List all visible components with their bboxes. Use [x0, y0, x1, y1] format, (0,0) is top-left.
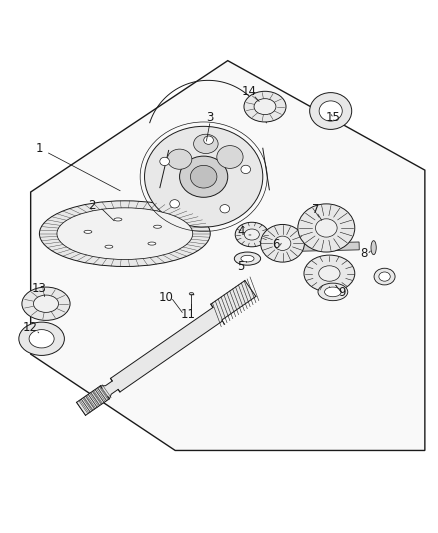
Text: 3: 3 — [207, 111, 214, 124]
Ellipse shape — [145, 126, 263, 227]
Ellipse shape — [33, 295, 59, 312]
Ellipse shape — [189, 293, 194, 295]
Ellipse shape — [371, 241, 376, 255]
Ellipse shape — [114, 218, 122, 221]
Ellipse shape — [241, 165, 251, 174]
Ellipse shape — [298, 204, 355, 252]
Ellipse shape — [318, 283, 348, 301]
Ellipse shape — [167, 149, 192, 169]
Ellipse shape — [160, 157, 170, 166]
Text: 12: 12 — [23, 321, 38, 334]
Text: 1: 1 — [35, 142, 43, 155]
Ellipse shape — [19, 322, 64, 356]
Ellipse shape — [194, 134, 218, 154]
Text: 6: 6 — [272, 238, 280, 251]
Ellipse shape — [274, 236, 291, 251]
Ellipse shape — [234, 252, 261, 265]
Ellipse shape — [22, 287, 70, 320]
Text: 14: 14 — [242, 85, 257, 98]
Ellipse shape — [325, 287, 341, 297]
Ellipse shape — [379, 272, 390, 281]
Ellipse shape — [29, 329, 54, 348]
Ellipse shape — [148, 242, 156, 245]
Ellipse shape — [235, 222, 268, 247]
Ellipse shape — [204, 136, 213, 144]
Ellipse shape — [319, 101, 342, 121]
Ellipse shape — [217, 146, 243, 168]
Ellipse shape — [241, 255, 254, 262]
Text: 8: 8 — [360, 247, 367, 260]
Ellipse shape — [84, 230, 92, 233]
Ellipse shape — [220, 205, 230, 213]
Ellipse shape — [191, 165, 217, 188]
Ellipse shape — [39, 201, 210, 266]
Text: 13: 13 — [32, 282, 47, 295]
Text: 4: 4 — [237, 225, 245, 238]
Polygon shape — [31, 61, 425, 450]
Ellipse shape — [57, 208, 193, 260]
Text: 11: 11 — [181, 308, 196, 321]
Ellipse shape — [261, 224, 304, 262]
Ellipse shape — [105, 245, 113, 248]
Ellipse shape — [304, 255, 355, 292]
Text: 7: 7 — [311, 203, 319, 216]
Ellipse shape — [180, 156, 228, 197]
Polygon shape — [265, 242, 359, 252]
Ellipse shape — [374, 268, 395, 285]
Ellipse shape — [154, 225, 162, 228]
Ellipse shape — [170, 200, 180, 208]
Text: 9: 9 — [338, 286, 346, 300]
Text: 5: 5 — [237, 260, 244, 273]
Text: 10: 10 — [159, 290, 174, 304]
Ellipse shape — [244, 91, 286, 122]
Text: 2: 2 — [88, 199, 96, 212]
Ellipse shape — [315, 219, 337, 237]
Text: 15: 15 — [325, 111, 340, 124]
Ellipse shape — [254, 99, 276, 115]
Ellipse shape — [244, 229, 259, 240]
Ellipse shape — [310, 93, 352, 130]
Ellipse shape — [319, 266, 340, 281]
Polygon shape — [77, 280, 256, 415]
